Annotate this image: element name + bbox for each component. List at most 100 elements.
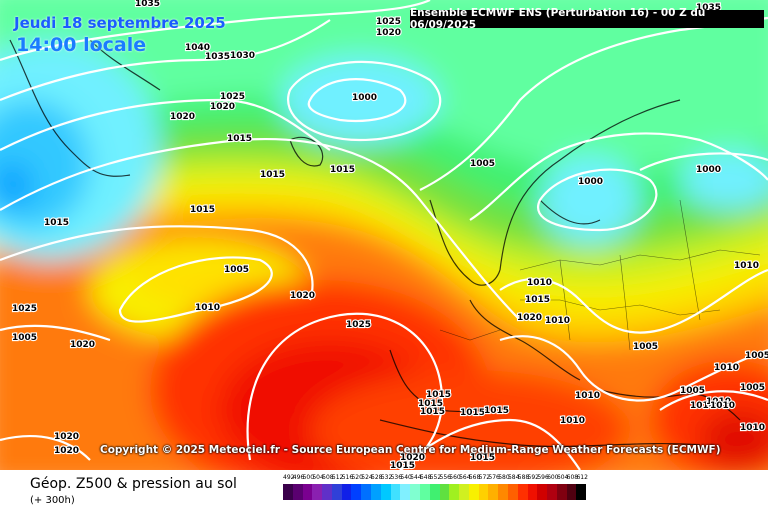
isobar-label: 1020 (54, 446, 79, 456)
isobar-label: 1015 (420, 407, 445, 417)
legend-swatch (517, 484, 528, 500)
legend-value: 576 (488, 474, 500, 481)
legend-value: 524 (361, 474, 373, 481)
legend-value: 608 (566, 474, 579, 481)
legend-swatch (429, 484, 440, 500)
isobar-label: 1015 (418, 399, 443, 409)
isobar-label: 1025 (12, 304, 37, 314)
isobar-label: 1010 (714, 363, 739, 373)
isobar-label: 1005 (12, 333, 37, 343)
isobar-label: 1005 (470, 159, 495, 169)
legend-value: 512 (331, 474, 344, 481)
isobar-label: 1020 (290, 291, 315, 301)
legend-swatch (351, 484, 362, 500)
legend-swatch (468, 484, 479, 500)
geopotential-field (0, 0, 768, 470)
legend-value: 492 (283, 474, 295, 481)
legend-swatches (283, 484, 753, 500)
legend-value: 596 (537, 474, 549, 481)
isobar-label: 1015 (470, 453, 495, 463)
legend-value: 572 (478, 474, 491, 481)
weather-map: 1035 1025 1020 1040 1035 1030 1025 1020 … (0, 0, 768, 470)
isobar-label: 1010 (195, 303, 220, 313)
country-borders (439, 199, 761, 351)
isobar-label: 1015 (426, 390, 451, 400)
legend-swatch (322, 484, 332, 500)
isobar-label: 1010 (560, 416, 585, 426)
isobar-label: 1000 (578, 177, 603, 187)
isobar-label: 1010 (575, 391, 600, 401)
isobar-label: 1025 (346, 320, 371, 330)
legend-swatch (331, 484, 342, 500)
legend-value: 548 (419, 474, 432, 481)
legend-swatch (537, 484, 548, 500)
legend-labels: 492 496 500 504 508 512 516 520 524 528 532 536 540 5… (283, 474, 753, 481)
isobar-label: 1005 (740, 383, 765, 393)
isobar-label: 1025 (220, 92, 245, 102)
legend-value: 612 (576, 474, 588, 481)
isobar-label: 1020 (54, 432, 79, 442)
coastlines (9, 39, 741, 448)
isobar-label: 1000 (352, 93, 377, 103)
legend-value: 532 (380, 474, 393, 481)
copyright-notice: Copyright © 2025 Meteociel.fr - Source E… (100, 444, 721, 456)
legend-value: 580 (498, 474, 510, 481)
isobar-label: 1005 (224, 265, 249, 275)
model-run-label: Ensemble ECMWF ENS (Perturbation 16) - 0… (410, 7, 764, 31)
isobar-label: 1015 (460, 408, 485, 418)
legend-value: 604 (556, 474, 569, 481)
isobar-label: 1010 (527, 278, 552, 288)
legend-value: 508 (322, 474, 334, 481)
isobar-label: 1010 (740, 423, 765, 433)
legend-value: 588 (517, 474, 530, 481)
isobar-label: 1010 (690, 401, 715, 411)
legend-swatch (390, 484, 401, 500)
lead-time: (+ 300h) (30, 495, 75, 506)
legend-value: 536 (390, 474, 403, 481)
legend-swatch (302, 484, 313, 500)
isobar-label: 1020 (70, 340, 95, 350)
legend-value: 560 (449, 474, 461, 481)
legend-value: 528 (371, 474, 383, 481)
forecast-date: Jeudi 18 septembre 2025 (14, 14, 226, 32)
legend-value: 600 (547, 474, 559, 481)
isobar-label: 1015 (390, 461, 415, 470)
isobar-label: 1015 (227, 134, 252, 144)
legend-swatch (488, 484, 499, 500)
forecast-time: 14:00 locale (16, 34, 147, 56)
legend-swatch (312, 484, 323, 500)
legend-swatch (400, 484, 411, 500)
legend-swatch (410, 484, 420, 500)
isobar-label: 1015 (44, 218, 69, 228)
isobar-label: 1005 (633, 342, 658, 352)
legend-swatch (576, 484, 587, 500)
legend-value: 516 (341, 474, 354, 481)
isobar-label: 1010 (710, 401, 735, 411)
legend-swatch (556, 484, 567, 500)
legend-swatch (449, 484, 460, 500)
isobar-label: 1015 (484, 406, 509, 416)
legend-swatch (439, 484, 450, 500)
isobar-label: 1020 (170, 112, 195, 122)
legend-swatch (498, 484, 508, 500)
isobar-label: 1015 (190, 205, 215, 215)
legend-swatch (419, 484, 430, 500)
legend-value: 584 (507, 474, 520, 481)
legend-value: 556 (439, 474, 451, 481)
isobar-label: 1020 (517, 313, 542, 323)
color-legend: 492 496 500 504 508 512 516 520 524 528 532 536 540 5… (283, 474, 753, 500)
isobar-label: 1005 (745, 351, 768, 361)
isobar-label: 1010 (706, 397, 731, 407)
legend-swatch (566, 484, 577, 500)
legend-value: 540 (400, 474, 412, 481)
isobars (0, 0, 768, 470)
isobar-label: 1020 (210, 102, 235, 112)
legend-value: 564 (459, 474, 471, 481)
legend-value: 568 (468, 474, 481, 481)
isobar-label: 1020 (376, 28, 401, 38)
legend-swatch (361, 484, 372, 500)
legend-swatch (380, 484, 391, 500)
legend-value: 504 (312, 474, 324, 481)
legend-swatch (527, 484, 538, 500)
legend-swatch (459, 484, 469, 500)
